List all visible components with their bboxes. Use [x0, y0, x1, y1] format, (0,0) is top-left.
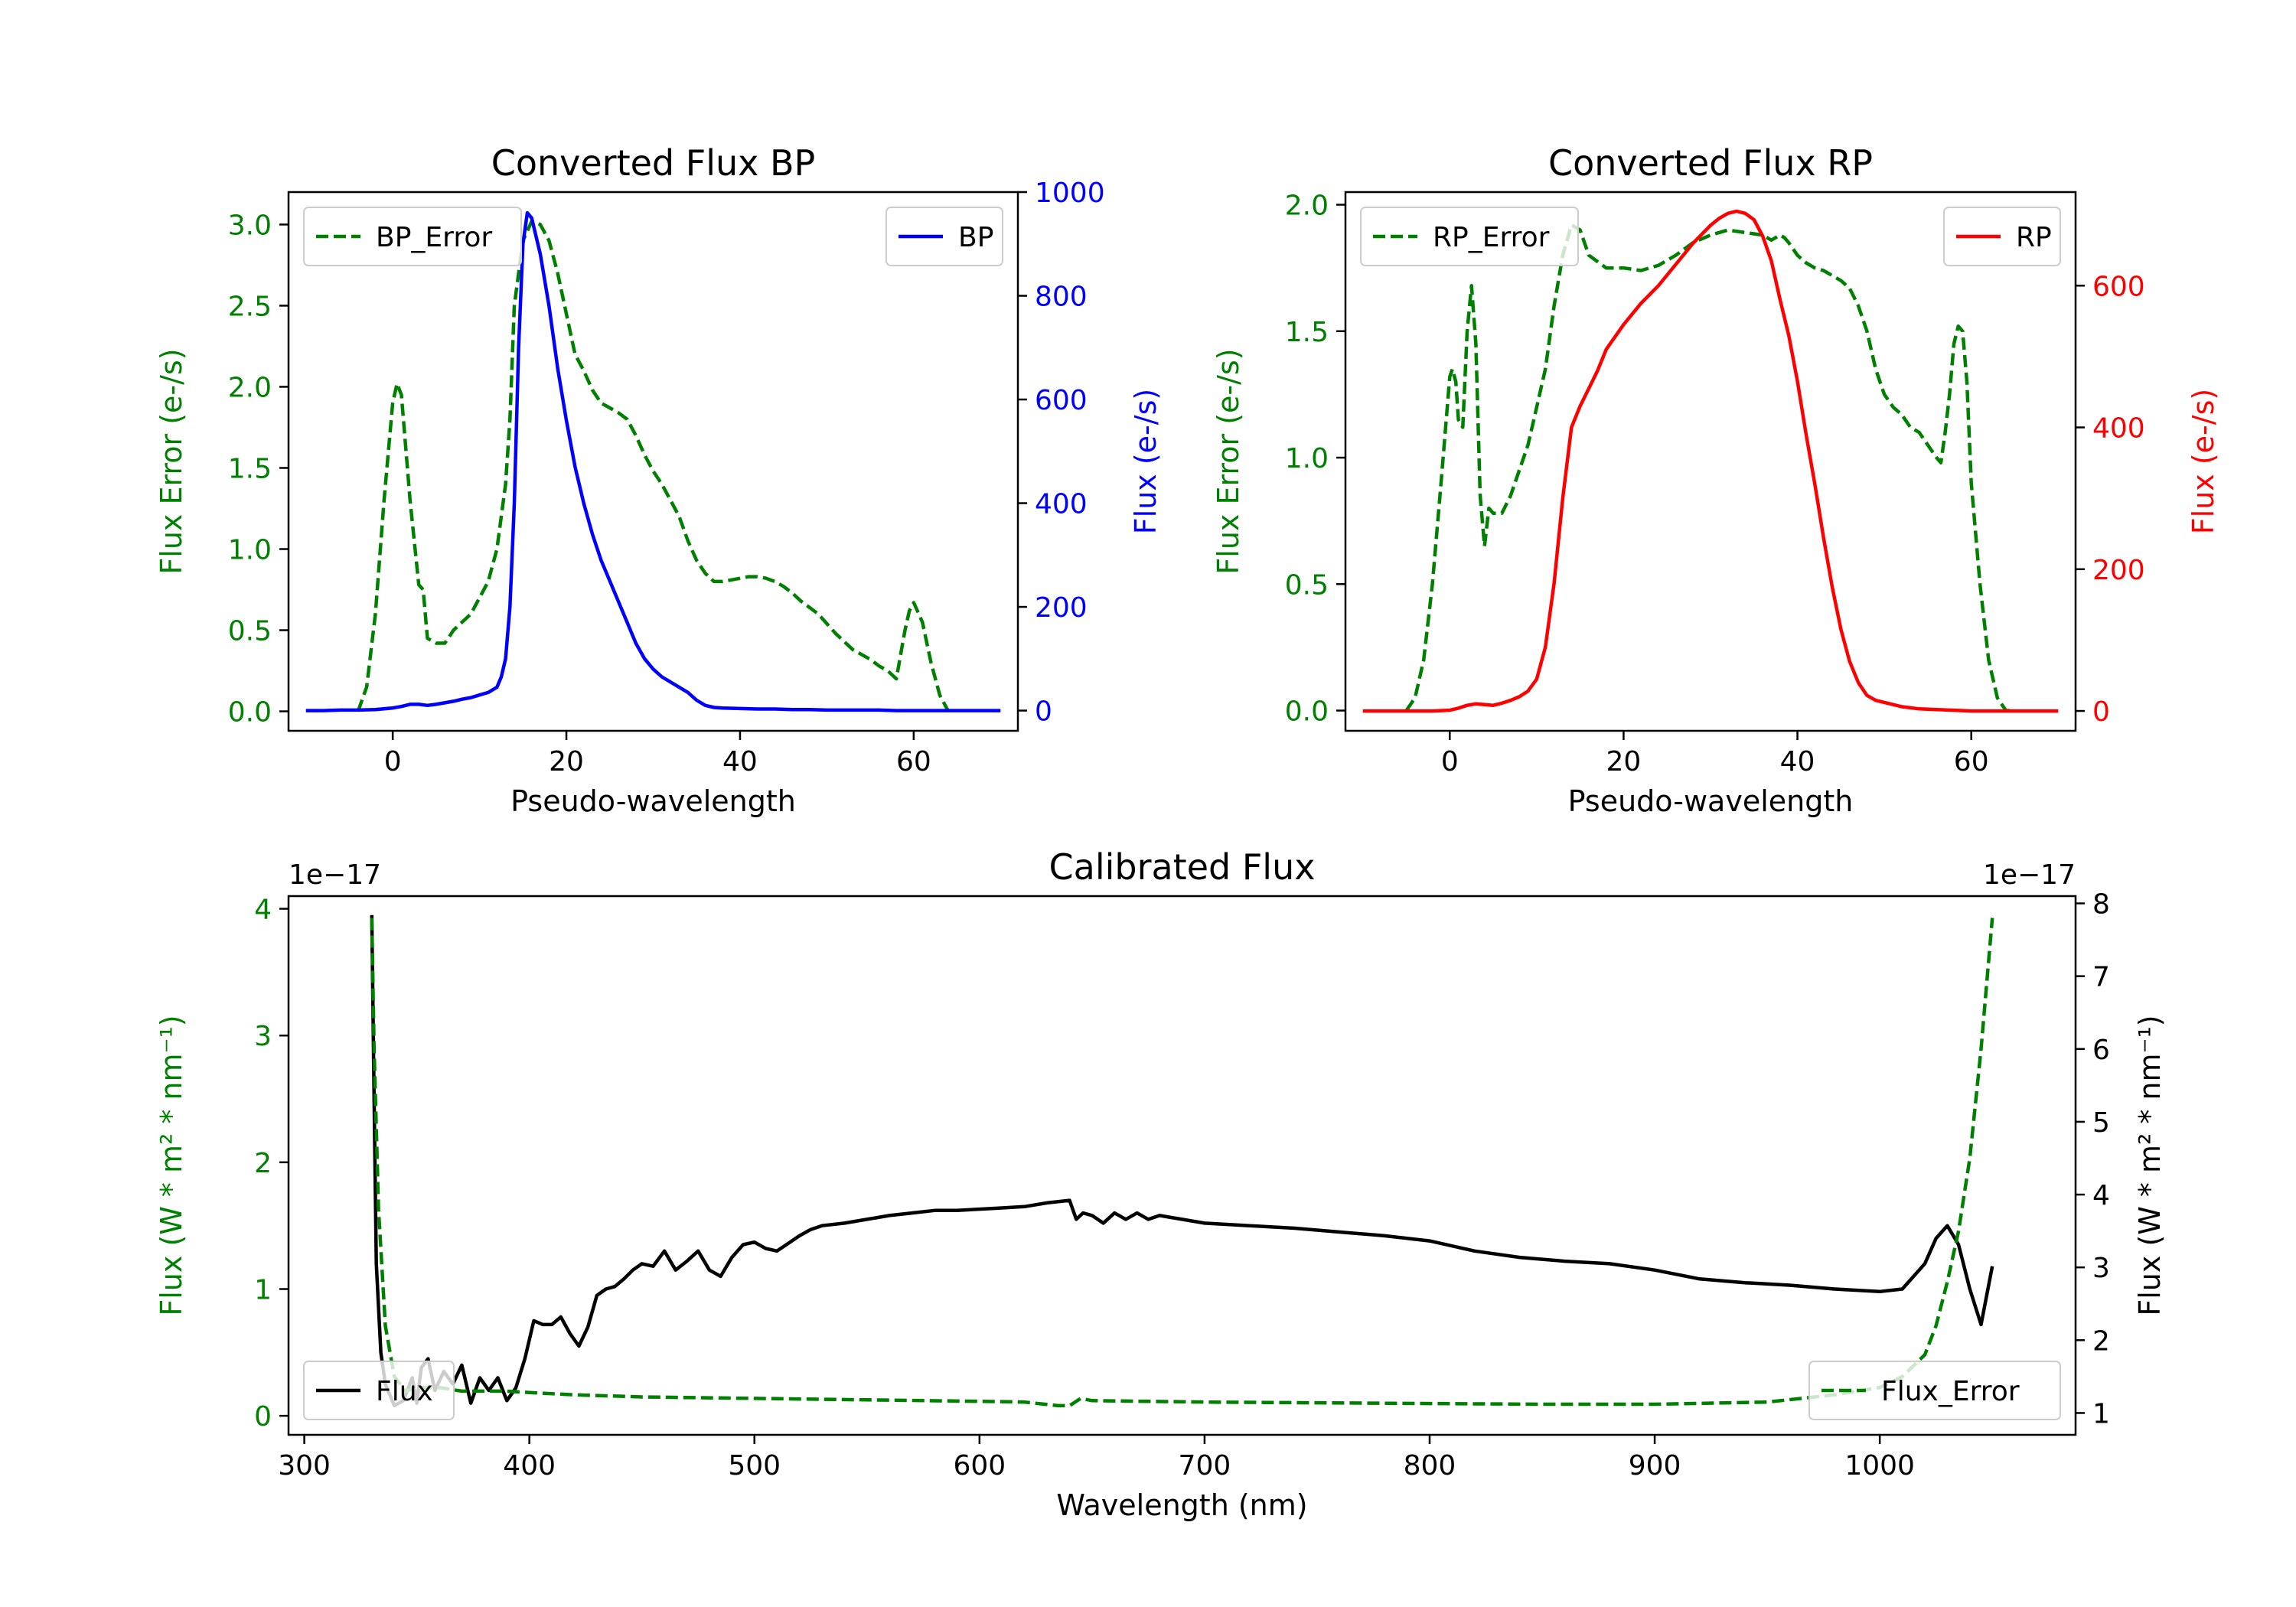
left-y-tick-label: 2.0: [228, 372, 272, 403]
x-tick-label: 400: [503, 1450, 556, 1482]
x-tick-label: 300: [278, 1450, 331, 1482]
legend-box: [303, 1361, 455, 1420]
left-y-tick-label: 0.0: [1285, 696, 1329, 728]
left-y-offset-text: 1e−17: [289, 859, 381, 891]
right-y-axis-label: Flux (e-/s): [1129, 389, 1163, 534]
axes-frame: [287, 191, 1019, 732]
x-tick-label: 500: [728, 1450, 781, 1482]
legend-label: Flux_Error: [1881, 1376, 2020, 1407]
legend-box: [1360, 207, 1579, 266]
left-y-tick-label: 0.0: [228, 697, 272, 729]
legend-label: Flux: [376, 1376, 433, 1407]
x-tick-label: 0: [384, 746, 402, 777]
right-y-tick-label: 600: [2092, 271, 2145, 302]
x-tick-label: 900: [1629, 1450, 1681, 1482]
legend-rp-error: RP_Error: [1360, 207, 1579, 266]
chart-panel-rp: Converted Flux RP 0 20 40 60 Pseudo-wavelengt…: [1212, 142, 2220, 818]
legend-flux-error: Flux_Error: [1808, 1361, 2061, 1420]
x-tick-label: 600: [953, 1450, 1006, 1482]
left-y-tick-label: 1.5: [228, 453, 272, 484]
right-y-tick-label: 3: [2092, 1253, 2110, 1284]
right-y-tick-label: 400: [1035, 489, 1088, 520]
right-y-tick-label: 5: [2092, 1107, 2110, 1139]
x-tick-label: 20: [549, 746, 584, 777]
right-y-axis-label: Flux (W * m² * nm⁻¹): [2133, 1015, 2167, 1315]
x-tick-label: 40: [1780, 746, 1815, 777]
chart-panel-bp: Converted Flux BP 0 20 40 60 Pseudo-wavelengt…: [155, 142, 1163, 818]
x-tick-label: 0: [1441, 746, 1459, 777]
series-line-bp-error: [356, 219, 951, 712]
legend-bp: BP: [885, 207, 1003, 266]
x-tick-label: 40: [722, 746, 758, 777]
left-y-tick-label: 3: [254, 1021, 272, 1052]
x-axis-label: Pseudo-wavelength: [510, 784, 796, 818]
legend-bp-error: BP_Error: [303, 207, 522, 266]
legend-label: RP: [2016, 222, 2052, 253]
chart-title: Converted Flux BP: [491, 142, 816, 184]
axes-frame: [1344, 191, 2077, 732]
left-y-tick-label: 2.5: [228, 291, 272, 322]
left-y-tick-label: 1.0: [1285, 443, 1329, 474]
x-tick-label: 60: [896, 746, 931, 777]
legend-label: BP_Error: [376, 222, 492, 253]
x-axis-label: Pseudo-wavelength: [1568, 784, 1854, 818]
left-y-axis-label: Flux (W * m² * nm⁻¹): [155, 1015, 188, 1315]
left-y-axis-label: Flux Error (e-/s): [1212, 348, 1245, 574]
left-y-tick-label: 1.0: [228, 535, 272, 566]
right-y-tick-label: 6: [2092, 1035, 2110, 1066]
right-y-tick-label: 1: [2092, 1398, 2110, 1429]
axes-frame: [287, 895, 2077, 1436]
left-y-tick-label: 0: [254, 1401, 272, 1433]
legend-box: [1808, 1361, 2061, 1420]
left-y-tick-label: 4: [254, 895, 272, 926]
x-axis-label: Wavelength (nm): [1056, 1488, 1307, 1522]
left-y-axis-label: Flux Error (e-/s): [155, 348, 188, 574]
right-y-tick-label: 7: [2092, 962, 2110, 993]
legend-box: [1943, 207, 2061, 266]
series-line-flux-error: [370, 918, 1994, 1408]
right-y-tick-label: 2: [2092, 1325, 2110, 1357]
legend-box: [303, 207, 522, 266]
chart-title: Converted Flux RP: [1548, 142, 1873, 184]
legend-flux: Flux: [303, 1361, 455, 1420]
right-y-tick-label: 4: [2092, 1180, 2110, 1211]
series-line-bp: [305, 210, 1001, 712]
x-tick-label: 20: [1606, 746, 1642, 777]
x-tick-label: 1000: [1844, 1450, 1915, 1482]
right-y-tick-label: 200: [2092, 555, 2145, 586]
left-y-tick-label: 0.5: [228, 616, 272, 647]
series-line-rp-error: [1404, 223, 2015, 712]
right-y-tick-label: 0: [1035, 696, 1052, 728]
chart-title: Calibrated Flux: [1049, 846, 1316, 888]
series-line-flux: [370, 914, 1994, 1408]
legend-box: [885, 207, 1003, 266]
legend-rp: RP: [1943, 207, 2061, 266]
right-y-tick-label: 400: [2092, 413, 2145, 445]
left-y-tick-label: 2.0: [1285, 191, 1329, 222]
left-y-tick-label: 1: [254, 1275, 272, 1306]
right-y-tick-label: 0: [2092, 696, 2110, 728]
left-y-tick-label: 3.0: [228, 210, 272, 241]
chart-panel-cal: Calibrated Flux 300 400 500 600 700 800 900 1000…: [155, 846, 2167, 1522]
left-y-tick-label: 2: [254, 1148, 272, 1179]
x-tick-label: 700: [1179, 1450, 1231, 1482]
right-y-tick-label: 800: [1035, 282, 1088, 313]
right-y-tick-label: 600: [1035, 385, 1088, 416]
series-line-rp: [1362, 209, 2059, 713]
right-y-tick-label: 200: [1035, 592, 1088, 624]
right-y-axis-label: Flux (e-/s): [2187, 389, 2220, 534]
x-tick-label: 60: [1954, 746, 1989, 777]
right-y-offset-text: 1e−17: [1983, 859, 2076, 891]
right-y-tick-label: 1000: [1035, 178, 1105, 209]
right-y-tick-label: 8: [2092, 889, 2110, 921]
legend-label: RP_Error: [1433, 222, 1550, 253]
left-y-tick-label: 1.5: [1285, 317, 1329, 348]
legend-label: BP: [958, 222, 993, 253]
x-tick-label: 800: [1404, 1450, 1456, 1482]
left-y-tick-label: 0.5: [1285, 569, 1329, 601]
